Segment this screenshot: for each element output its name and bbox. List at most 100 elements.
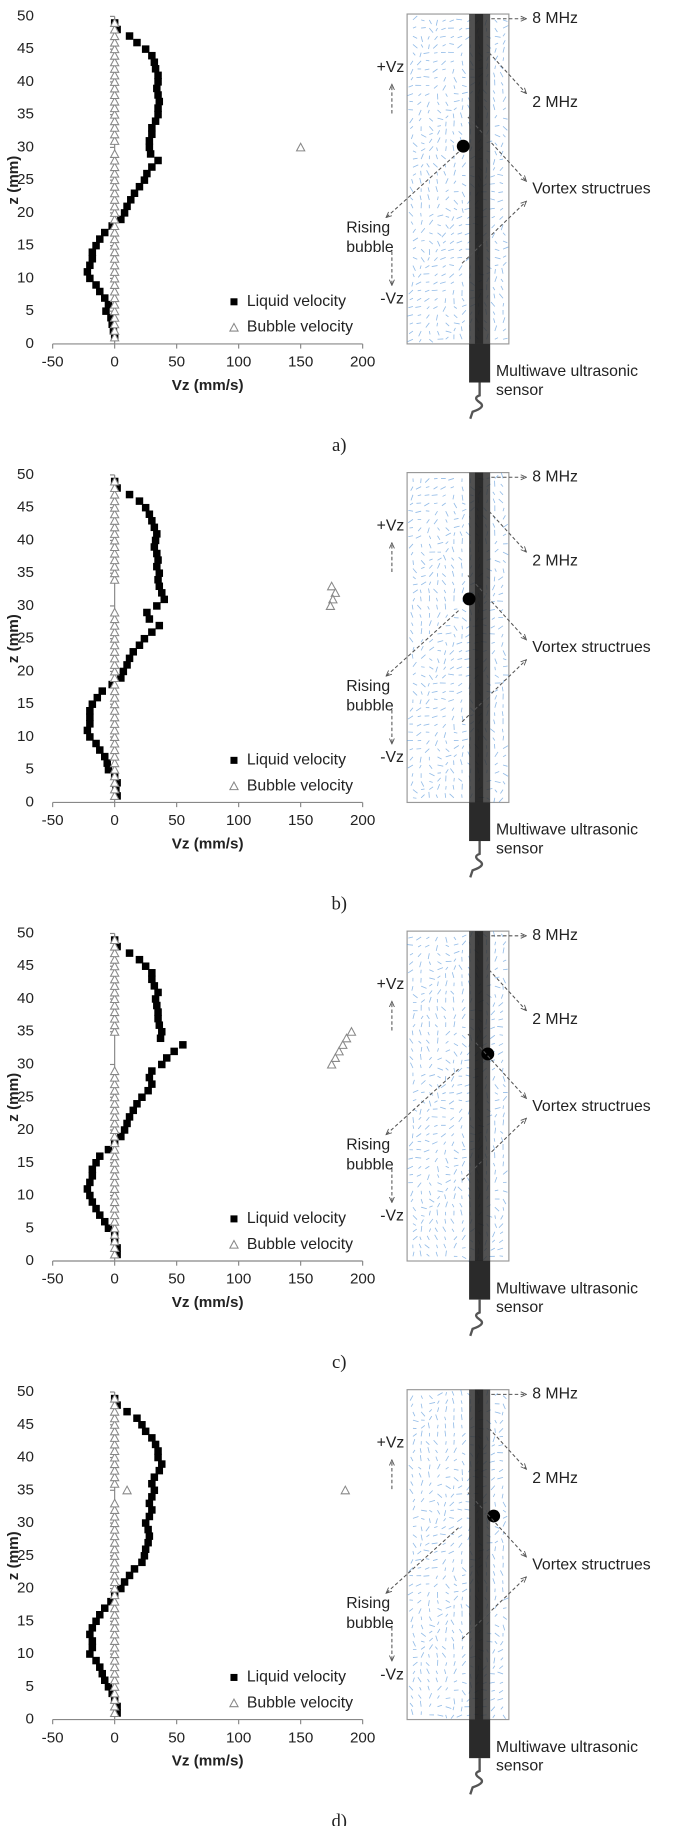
data-point xyxy=(86,1650,94,1658)
data-point xyxy=(104,1683,113,1691)
flow-vector xyxy=(501,711,504,716)
flow-vector xyxy=(452,290,455,295)
flow-vector xyxy=(412,1661,418,1667)
data-point xyxy=(109,240,120,250)
data-point xyxy=(146,150,155,158)
data-point xyxy=(150,982,159,990)
flow-vector xyxy=(453,511,456,515)
y-tick-label: 45 xyxy=(17,40,34,57)
data-point xyxy=(107,1597,115,1606)
flow-vector xyxy=(408,509,414,512)
flow-vector xyxy=(437,1196,441,1200)
flow-vector xyxy=(502,507,505,512)
flow-vector xyxy=(492,1076,496,1081)
flow-vector xyxy=(437,1048,439,1052)
flow-vector xyxy=(461,1690,466,1696)
data-point xyxy=(160,595,169,604)
flow-vector xyxy=(450,1714,455,1719)
tank xyxy=(406,471,510,804)
data-point xyxy=(109,1694,120,1704)
data-point xyxy=(109,1177,120,1187)
flow-vector xyxy=(452,1007,455,1011)
flow-vector xyxy=(453,731,458,734)
flow-vector xyxy=(433,1439,438,1445)
data-point xyxy=(109,286,120,296)
flow-vector xyxy=(445,1049,451,1052)
flow-vector xyxy=(410,126,414,129)
flow-vector xyxy=(494,1546,496,1552)
data-point xyxy=(109,574,120,584)
sensor-core xyxy=(474,1389,484,1720)
flow-vector xyxy=(437,1613,443,1617)
flow-vector xyxy=(437,1621,440,1625)
flow-vector xyxy=(412,1551,415,1555)
y-tick-label: 15 xyxy=(17,237,34,254)
flow-vector xyxy=(410,203,414,209)
flow-vector xyxy=(461,60,464,66)
data-point xyxy=(109,50,120,60)
data-point xyxy=(109,705,120,715)
y-tick-label: 0 xyxy=(25,335,33,352)
flow-vector xyxy=(490,1247,496,1251)
flow-vector xyxy=(428,1464,431,1470)
flow-vector xyxy=(457,35,463,39)
data-point xyxy=(154,104,162,112)
flow-vector xyxy=(419,756,422,763)
data-point xyxy=(109,1622,120,1632)
legend-swatch xyxy=(229,322,239,332)
data-point xyxy=(83,726,92,735)
caption: a) xyxy=(332,435,347,456)
data-point xyxy=(100,752,109,761)
flow-vector xyxy=(501,933,504,938)
flow-vector xyxy=(492,592,496,597)
data-point xyxy=(109,1432,120,1442)
flow-vector xyxy=(494,240,498,244)
flow-vector xyxy=(432,163,438,168)
annotation: sensor xyxy=(496,382,543,399)
flow-vector xyxy=(450,256,455,259)
flow-vector xyxy=(420,148,426,152)
data-point xyxy=(154,988,162,997)
flow-vector xyxy=(492,1714,496,1718)
flow-vector xyxy=(499,1681,504,1684)
data-point xyxy=(109,220,120,231)
flow-vector xyxy=(428,1518,431,1524)
data-point xyxy=(109,1701,120,1711)
y-tick-label: 10 xyxy=(17,1187,34,1204)
flow-vector xyxy=(494,781,501,783)
flow-vector xyxy=(461,1234,466,1241)
data-point xyxy=(148,130,156,139)
flow-vector xyxy=(412,576,416,580)
data-point xyxy=(150,58,159,66)
data-point xyxy=(109,1413,120,1423)
data-point xyxy=(109,102,120,113)
flow-vector xyxy=(418,117,422,122)
flow-vector xyxy=(420,638,424,643)
data-point xyxy=(109,771,120,781)
data-point xyxy=(109,1471,120,1482)
data-point xyxy=(120,1578,129,1586)
flow-vector xyxy=(459,531,463,536)
flow-vector xyxy=(461,91,468,94)
flow-vector xyxy=(500,483,504,487)
flow-vector xyxy=(432,1133,438,1135)
flow-vector xyxy=(420,1624,424,1630)
x-tick-label: 150 xyxy=(288,1729,313,1746)
flow-vector xyxy=(453,1032,457,1036)
flow-vector xyxy=(436,1652,438,1658)
flow-vector xyxy=(453,1477,459,1482)
flow-vector xyxy=(445,527,450,532)
flow-vector xyxy=(445,614,448,618)
flow-vector xyxy=(433,306,438,309)
flow-vector xyxy=(491,232,496,239)
flow-vector xyxy=(412,44,418,49)
flow-vector xyxy=(499,207,504,211)
flow-vector xyxy=(453,180,457,184)
flow-vector xyxy=(408,1141,414,1147)
flow-vector xyxy=(441,1652,447,1658)
data-point xyxy=(145,1512,154,1521)
flow-vector xyxy=(434,732,438,737)
flow-vector xyxy=(497,625,504,630)
